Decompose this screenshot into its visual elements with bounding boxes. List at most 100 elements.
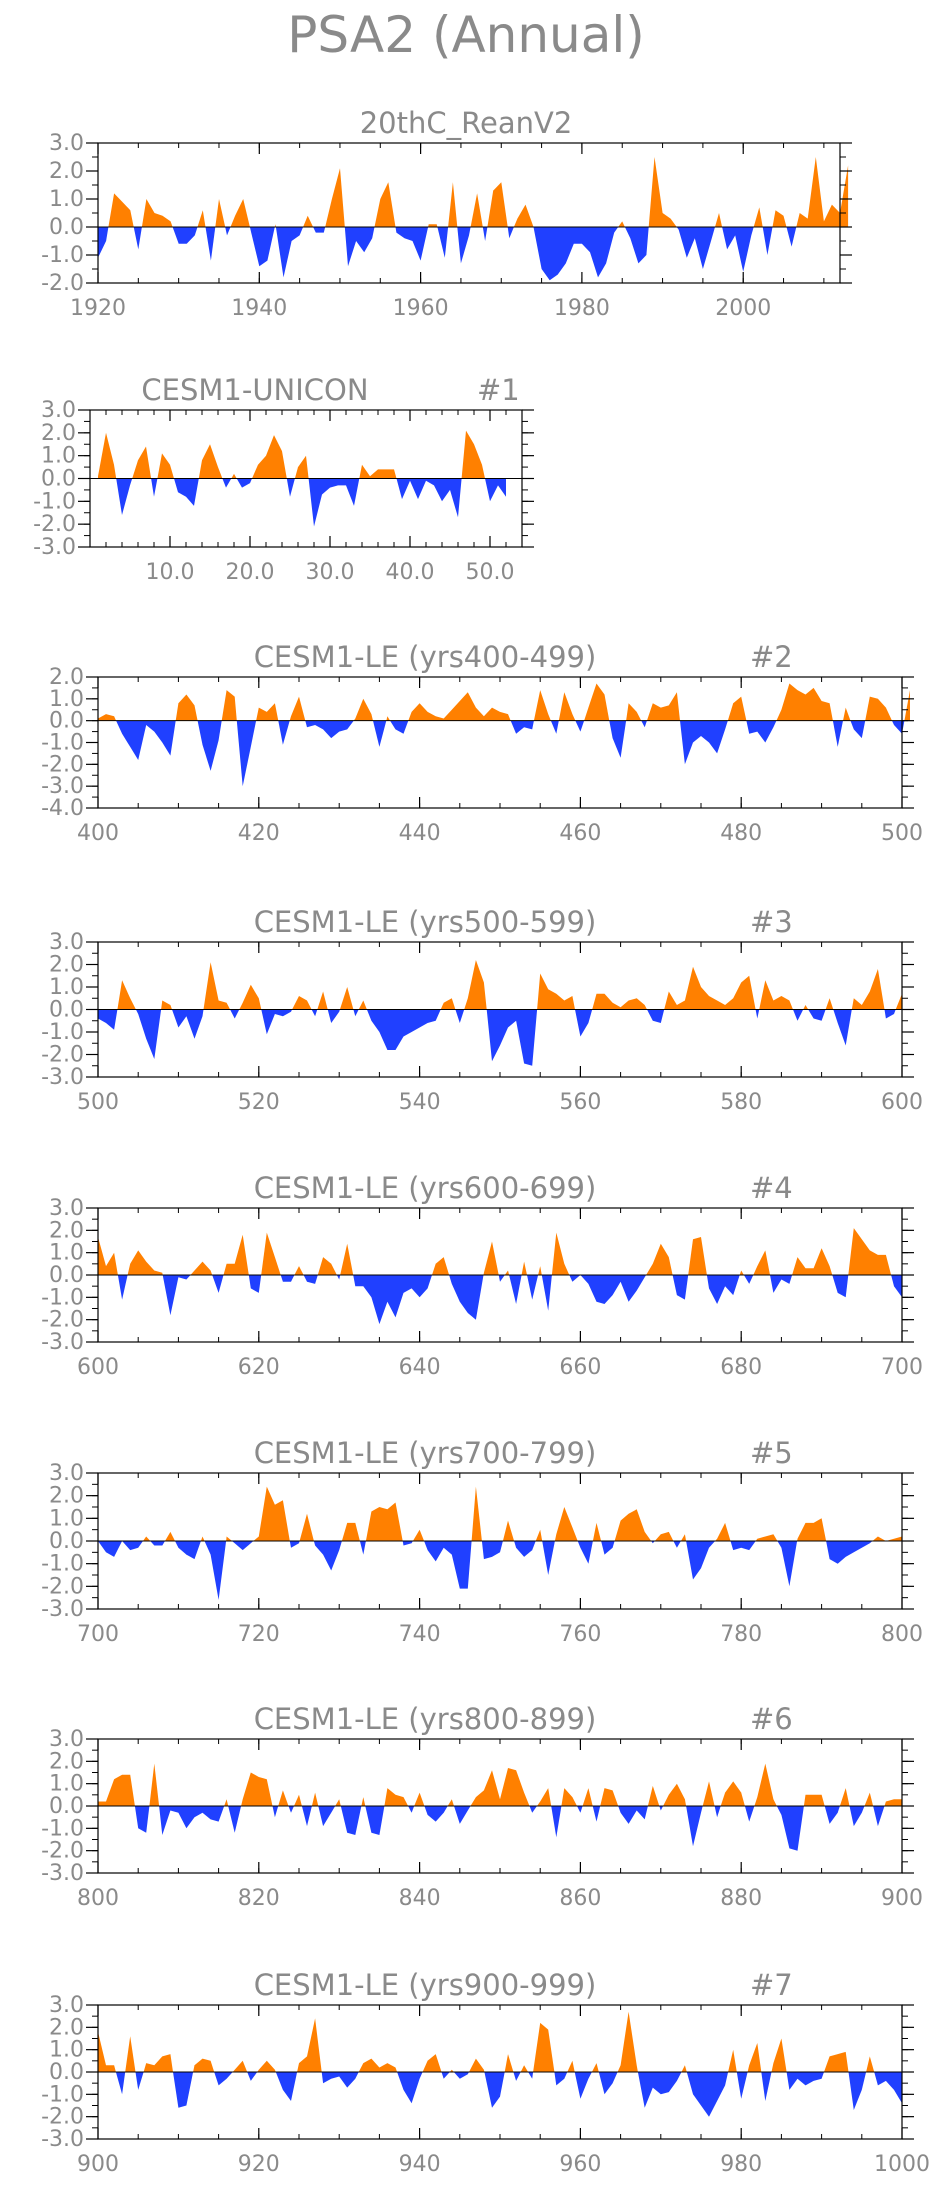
positive-area-1 bbox=[149, 1763, 160, 1806]
negative-area-14 bbox=[533, 227, 619, 281]
negative-area-20 bbox=[744, 1806, 755, 1822]
negative-area-14 bbox=[580, 1275, 647, 1304]
x-tick-label: 820 bbox=[238, 1886, 280, 1911]
negative-area-6 bbox=[289, 1541, 300, 1548]
positive-area-6 bbox=[297, 2018, 322, 2072]
y-tick-label: -1.0 bbox=[41, 731, 84, 756]
positive-area-9 bbox=[464, 960, 487, 1010]
chart-panel-5: 700 720 740 760 780 800 -3.0-2.0-1.00.01.02.03… bbox=[41, 1436, 923, 1647]
x-tick-label: 900 bbox=[881, 1886, 923, 1911]
y-tick-label: 2.0 bbox=[49, 1749, 84, 1774]
positive-area-0 bbox=[108, 193, 134, 227]
y-tick-label: 1.0 bbox=[49, 2038, 84, 2063]
negative-area-0 bbox=[116, 478, 133, 515]
negative-area-10 bbox=[509, 1275, 522, 1304]
y-tick-label: -1.0 bbox=[41, 1020, 84, 1045]
negative-area-8 bbox=[366, 1009, 441, 1050]
negative-area-0 bbox=[98, 1009, 118, 1030]
negative-area-17 bbox=[673, 1541, 681, 1548]
negative-area-8 bbox=[441, 2072, 450, 2079]
positive-area-12 bbox=[538, 1266, 542, 1275]
positive-area-6 bbox=[339, 987, 354, 1010]
negative-area-7 bbox=[313, 1541, 342, 1571]
negative-area-18 bbox=[686, 1806, 703, 1847]
positive-area-12 bbox=[470, 1768, 530, 1806]
negative-area-2 bbox=[228, 1806, 242, 1833]
positive-area-3 bbox=[223, 1234, 249, 1275]
chart-panel-6: 800 820 840 860 880 900 -3.0-2.0-1.00.01.02.03… bbox=[41, 1702, 923, 1911]
negative-area-20 bbox=[891, 1275, 902, 1298]
negative-area-18 bbox=[736, 2072, 748, 2099]
panel-title: CESM1-LE (yrs700-799) bbox=[254, 1436, 597, 1470]
positive-area-10 bbox=[504, 1270, 510, 1275]
x-tick-label: 640 bbox=[399, 1355, 441, 1380]
negative-area-21 bbox=[848, 2072, 867, 2110]
chart-panel-1: 10.0 20.0 30.0 40.0 50.0 -3.0-2.0-1.00.01.02.… bbox=[33, 373, 534, 585]
negative-area-14 bbox=[577, 1806, 583, 1813]
chart-panel-4: 600 620 640 660 680 700 -3.0-2.0-1.00.01.02.03… bbox=[41, 1171, 923, 1380]
x-tick-label: 800 bbox=[881, 1622, 923, 1647]
negative-area-13 bbox=[569, 1275, 581, 1282]
negative-area-6 bbox=[390, 720, 409, 734]
negative-area-22 bbox=[874, 2072, 902, 2104]
negative-area-2 bbox=[173, 2072, 194, 2108]
positive-area-7 bbox=[358, 2058, 398, 2072]
y-tick-label: 2.0 bbox=[49, 1484, 84, 1509]
negative-area-1 bbox=[135, 2072, 144, 2090]
positive-area-14 bbox=[561, 1788, 577, 1806]
negative-area-7 bbox=[510, 720, 534, 734]
negative-area-23 bbox=[849, 1806, 865, 1827]
negative-area-4 bbox=[261, 1009, 293, 1035]
y-tick-label: 2.0 bbox=[49, 2015, 84, 2040]
y-tick-label: -2.0 bbox=[41, 1839, 84, 1864]
negative-area-1 bbox=[135, 1009, 162, 1059]
negative-area-11 bbox=[575, 1009, 593, 1037]
positive-area-20 bbox=[848, 1228, 892, 1275]
negative-area-9 bbox=[395, 227, 429, 261]
y-tick-label: 0.0 bbox=[49, 2060, 84, 2085]
negative-area-17 bbox=[743, 1275, 754, 1284]
negative-area-12 bbox=[482, 227, 488, 241]
positive-area-17 bbox=[681, 2065, 687, 2072]
x-tick-label: 520 bbox=[238, 1090, 280, 1115]
run-label: #3 bbox=[750, 905, 793, 939]
positive-area-16 bbox=[688, 1237, 707, 1275]
y-tick-label: -3.0 bbox=[41, 774, 84, 799]
run-label: #5 bbox=[750, 1436, 793, 1470]
negative-area-8 bbox=[359, 1541, 366, 1555]
x-tick-label: 720 bbox=[238, 1622, 280, 1647]
positive-area-11 bbox=[470, 193, 483, 227]
positive-area-6 bbox=[311, 1792, 319, 1806]
negative-area-17 bbox=[722, 227, 754, 272]
positive-area-1 bbox=[132, 446, 152, 479]
negative-area-14 bbox=[574, 2072, 592, 2099]
positive-area-19 bbox=[702, 1781, 715, 1806]
positive-area-18 bbox=[772, 210, 787, 227]
positive-area-5 bbox=[317, 991, 328, 1010]
y-tick-label: -1.0 bbox=[41, 1285, 84, 1310]
negative-area-5 bbox=[311, 1009, 318, 1017]
negative-area-5 bbox=[286, 478, 295, 497]
positive-area-2 bbox=[190, 1261, 213, 1275]
positive-area-0 bbox=[98, 2031, 116, 2072]
x-tick-label: 660 bbox=[559, 1355, 601, 1380]
negative-area-3 bbox=[278, 720, 290, 745]
negative-area-10 bbox=[424, 1806, 448, 1822]
negative-area-6 bbox=[308, 478, 360, 527]
positive-area-12 bbox=[487, 182, 508, 227]
y-tick-label: -2.0 bbox=[41, 1308, 84, 1333]
positive-area-11 bbox=[504, 2054, 514, 2072]
negative-area-20 bbox=[786, 2072, 824, 2090]
negative-area-21 bbox=[826, 1541, 873, 1564]
positive-area-13 bbox=[551, 1232, 570, 1275]
positive-area-3 bbox=[215, 199, 226, 227]
positive-area-5 bbox=[274, 224, 276, 227]
y-tick-label: 1.0 bbox=[49, 1241, 84, 1266]
y-tick-label: 3.0 bbox=[49, 1461, 84, 1486]
negative-area-2 bbox=[172, 227, 198, 244]
positive-area-11 bbox=[471, 1486, 482, 1541]
y-tick-label: -1.0 bbox=[41, 2082, 84, 2107]
positive-area-19 bbox=[715, 1522, 731, 1541]
negative-area-3 bbox=[214, 2072, 233, 2086]
y-tick-label: 3.0 bbox=[49, 131, 84, 156]
